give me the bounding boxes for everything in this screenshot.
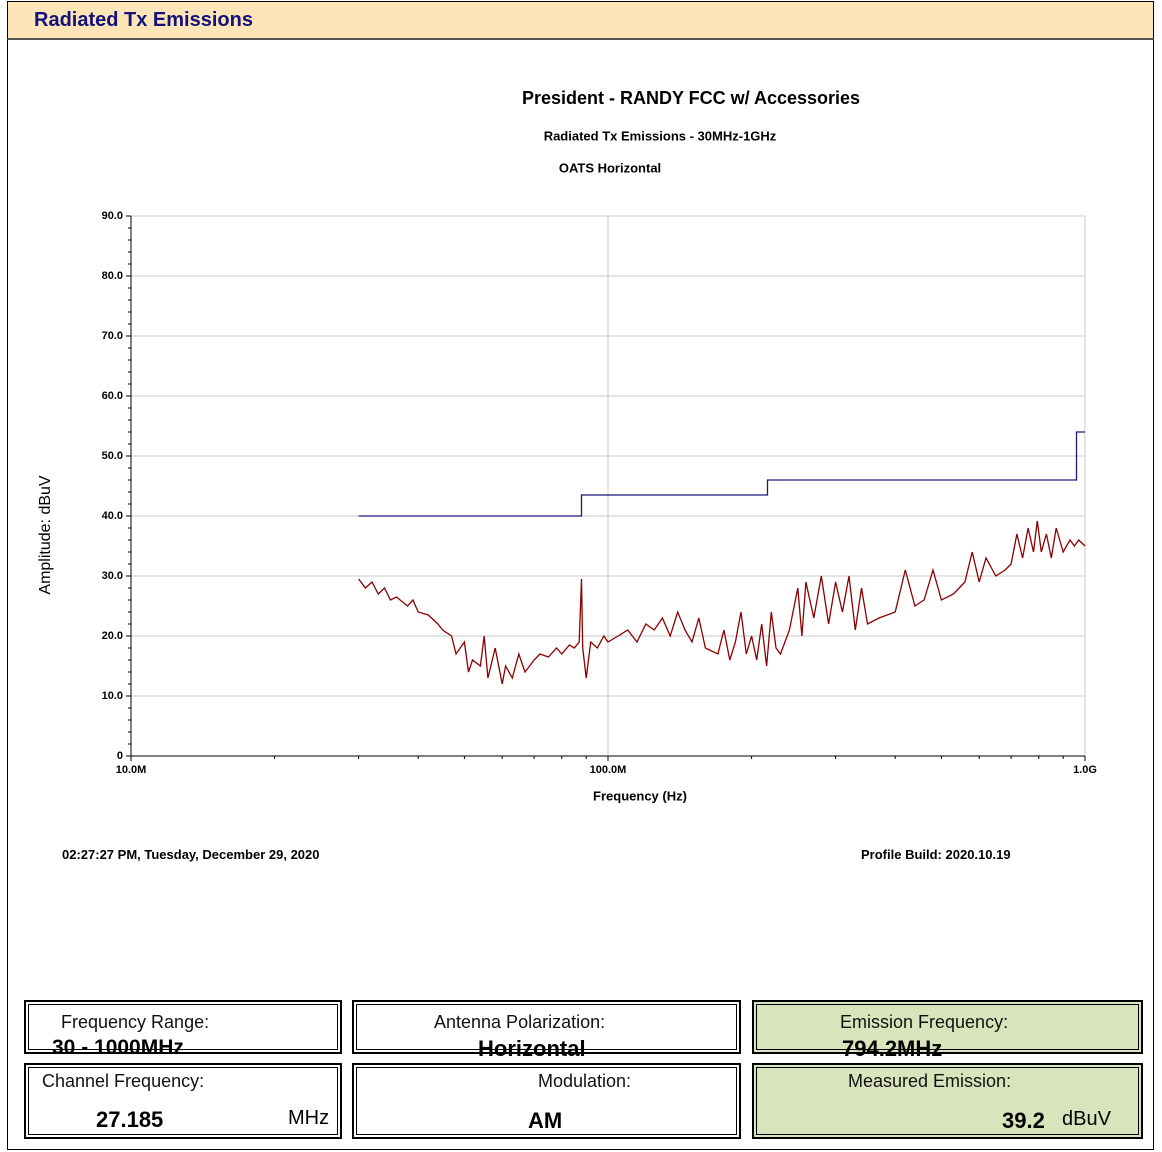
- y-tick-label: 60.0: [102, 390, 123, 402]
- series-line: [358, 431, 1085, 517]
- box-value: 30 - 1000MHz: [52, 1036, 184, 1059]
- info-box: Modulation: AM: [352, 1063, 741, 1139]
- y-tick-label: 40.0: [102, 510, 123, 522]
- box-label: Modulation:: [538, 1071, 632, 1091]
- y-tick-label: 80.0: [102, 270, 123, 282]
- chart-subtitle: OATS Horizontal: [559, 160, 661, 175]
- info-box: Antenna Polarization: Horizontal: [352, 1000, 741, 1061]
- x-tick-label: 100.0M: [590, 764, 627, 776]
- box-value: 794.2MHz: [842, 1036, 943, 1061]
- y-tick-label: 30.0: [102, 570, 123, 582]
- y-tick-label: 70.0: [102, 330, 123, 342]
- info-box: Channel Frequency: 27.185 MHz: [24, 1063, 342, 1139]
- box-label: Measured Emission:: [848, 1071, 1012, 1091]
- box-label: Frequency Range:: [61, 1012, 210, 1032]
- x-tick-label: 10.0M: [116, 764, 147, 776]
- header: Radiated Tx Emissions: [7, 1, 1154, 40]
- box-label: Channel Frequency:: [42, 1071, 205, 1091]
- x-axis-title: Frequency (Hz): [593, 788, 687, 803]
- y-tick-label: 20.0: [102, 630, 123, 642]
- box-value: Horizontal: [478, 1036, 586, 1061]
- y-tick-label: 10.0: [102, 690, 123, 702]
- header-title: Radiated Tx Emissions: [34, 9, 253, 31]
- x-tick-label: 1.0G: [1073, 764, 1097, 776]
- series-line: [358, 520, 1086, 685]
- box-unit: dBuV: [1062, 1108, 1111, 1130]
- chart-title: President - RANDY FCC w/ Accessories: [522, 88, 860, 108]
- info-box: Measured Emission: 39.2 dBuV: [752, 1063, 1143, 1139]
- y-tick-label: 90.0: [102, 210, 123, 222]
- box-value: AM: [528, 1108, 563, 1133]
- y-tick-label: 0: [117, 750, 123, 762]
- box-value: 39.2: [1002, 1108, 1045, 1133]
- box-label: Antenna Polarization:: [434, 1012, 606, 1032]
- chart-subtitle: Radiated Tx Emissions - 30MHz-1GHz: [544, 128, 777, 143]
- build: Profile Build: 2020.10.19: [861, 847, 1011, 862]
- y-axis-title: Amplitude: dBuV: [37, 475, 54, 595]
- info-box: Frequency Range: 30 - 1000MHz: [24, 1000, 342, 1059]
- box-label: Emission Frequency:: [840, 1012, 1009, 1032]
- info-box: Emission Frequency: 794.2MHz: [752, 1000, 1143, 1061]
- box-value: 27.185: [96, 1107, 164, 1132]
- box-unit: MHz: [288, 1107, 330, 1129]
- timestamp: 02:27:27 PM, Tuesday, December 29, 2020: [62, 847, 320, 862]
- y-tick-label: 50.0: [102, 450, 123, 462]
